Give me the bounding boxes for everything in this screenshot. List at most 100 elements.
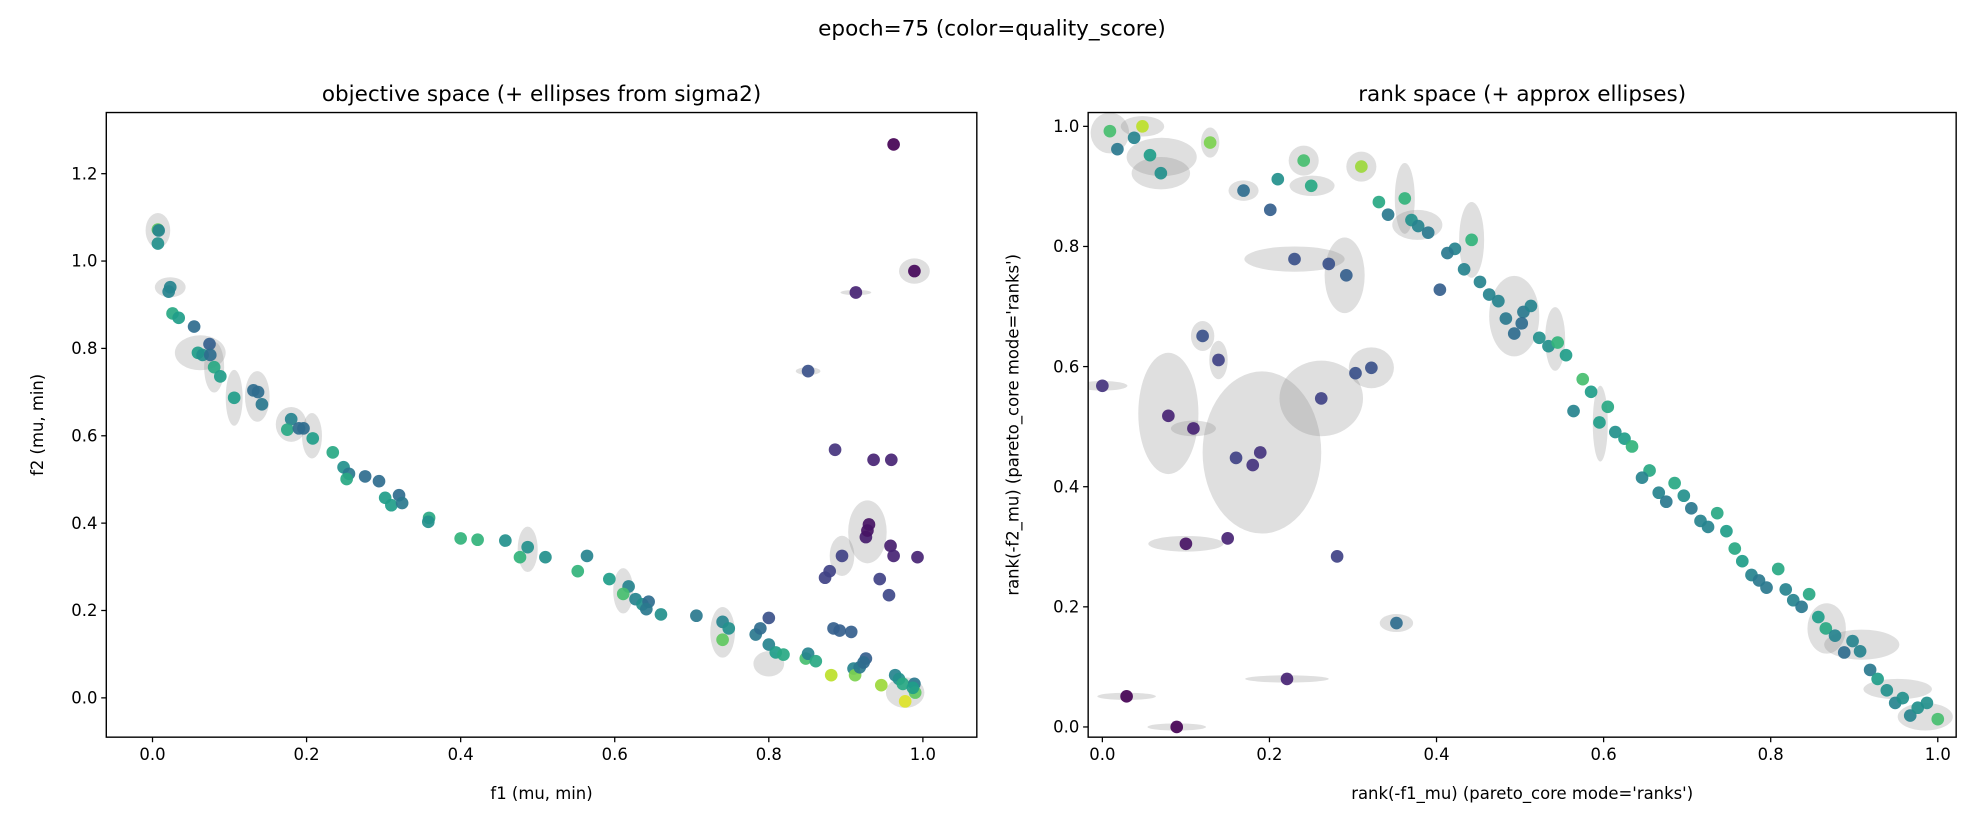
y-tick-label: 1.0 — [1053, 117, 1079, 136]
scatter-point — [1136, 120, 1149, 133]
scatter-point — [471, 533, 484, 547]
x-tick-label: 0.6 — [1591, 745, 1617, 764]
scatter-point — [1339, 268, 1353, 282]
scatter-point — [1221, 532, 1235, 545]
objective-space-title: objective space (+ ellipses from sigma2) — [322, 82, 761, 107]
scatter-point — [1162, 409, 1175, 423]
scatter-point — [1473, 275, 1487, 289]
scatter-point — [616, 587, 630, 601]
scatter-point — [372, 474, 386, 488]
x-tick-label: 0.8 — [1758, 745, 1784, 764]
scatter-point — [722, 622, 736, 635]
y-tick-label: 0.2 — [1053, 598, 1079, 617]
scatter-point — [1618, 432, 1631, 445]
scatter-point — [1314, 392, 1328, 405]
objective-space-axes: objective space (+ ellipses from sigma2)… — [28, 82, 978, 803]
scatter-point — [1771, 562, 1785, 576]
scatter-point — [1507, 327, 1521, 340]
scatter-point — [777, 648, 790, 661]
scatter-point — [884, 539, 897, 553]
scatter-point — [255, 397, 269, 411]
scatter-point — [1720, 524, 1733, 538]
y-tick-label: 0.4 — [71, 514, 97, 533]
scatter-point — [521, 540, 535, 554]
scatter-point — [603, 572, 616, 586]
scatter-point — [1779, 583, 1793, 596]
y-tick-label: 0.6 — [1053, 357, 1079, 376]
y-tick-label: 0.8 — [71, 339, 97, 358]
scatter-point — [908, 264, 921, 278]
x-tick-label: 0.6 — [602, 745, 628, 764]
scatter-point — [1229, 451, 1243, 465]
scatter-point — [884, 453, 898, 467]
scatter-point — [801, 364, 815, 378]
scatter-point — [867, 453, 880, 467]
scatter-point — [835, 549, 849, 563]
scatter-point — [1811, 610, 1825, 624]
x-tick-label: 0.2 — [1256, 745, 1282, 764]
scatter-point — [1103, 124, 1117, 138]
scatter-point — [887, 138, 900, 151]
scatter-point — [1920, 696, 1934, 710]
y-tick-label: 0.0 — [71, 689, 97, 708]
rank-space-axes: rank space (+ approx ellipses) rank(-f1_… — [1004, 82, 1957, 804]
scatter-point — [1802, 587, 1816, 601]
scatter-point — [1532, 331, 1546, 345]
scatter-point — [1482, 288, 1496, 301]
scatter-point — [1372, 195, 1386, 209]
scatter-point — [1863, 663, 1877, 677]
scatter-point — [874, 678, 888, 692]
scatter-point — [1819, 622, 1833, 635]
scatter-point — [1398, 192, 1412, 205]
uncertainty-ellipse — [710, 606, 735, 658]
scatter-point — [1896, 691, 1910, 705]
scatter-point — [1421, 226, 1435, 239]
figure-suptitle: epoch=75 (color=quality_score) — [818, 16, 1166, 41]
x-tick-label: 1.0 — [910, 745, 936, 764]
scatter-point — [1304, 179, 1318, 193]
scatter-point — [1433, 283, 1447, 297]
scatter-point — [1179, 537, 1193, 551]
scatter-point — [1349, 366, 1362, 380]
scatter-point — [1203, 136, 1217, 149]
y-tick-label: 0.2 — [71, 601, 97, 620]
scatter-point — [1143, 148, 1157, 162]
scatter-point — [1411, 219, 1425, 233]
scatter-point — [1120, 690, 1133, 703]
scatter-point — [824, 668, 838, 682]
scatter-point — [1593, 416, 1606, 429]
scatter-point — [1701, 520, 1715, 534]
scatter-point — [1355, 160, 1368, 173]
scatter-point — [1837, 646, 1851, 659]
scatter-point — [421, 515, 435, 529]
scatter-point — [539, 550, 552, 564]
scatter-point — [1381, 208, 1395, 221]
scatter-point — [1253, 446, 1267, 459]
scatter-point — [1127, 131, 1141, 145]
scatter-point — [280, 423, 294, 436]
scatter-point — [857, 656, 870, 669]
y-tick-label: 0.0 — [1053, 718, 1079, 737]
scatter-point — [828, 443, 842, 457]
x-tick-label: 1.0 — [1925, 745, 1951, 764]
rank-space-ylabel: rank(-f2_mu) (pareto_core mode='ranks') — [1004, 254, 1024, 596]
scatter-point — [1096, 379, 1109, 393]
x-tick-label: 0.2 — [294, 745, 320, 764]
scatter-point — [1846, 634, 1859, 648]
scatter-point — [162, 285, 176, 298]
scatter-point — [896, 677, 910, 691]
scatter-point — [1457, 262, 1471, 276]
scatter-point — [571, 564, 585, 578]
scatter-point — [1625, 440, 1639, 453]
scatter-point — [358, 470, 372, 483]
scatter-point — [911, 550, 924, 564]
scatter-point — [1288, 252, 1301, 266]
scatter-point — [882, 588, 896, 602]
scatter-point — [1551, 336, 1564, 349]
scatter-point — [1187, 422, 1200, 435]
scatter-point — [395, 496, 409, 510]
rank-space-xlabel: rank(-f1_mu) (pareto_core mode='ranks') — [1351, 784, 1693, 804]
scatter-point — [833, 624, 847, 637]
scatter-point — [1390, 616, 1403, 630]
scatter-point — [1492, 294, 1505, 308]
